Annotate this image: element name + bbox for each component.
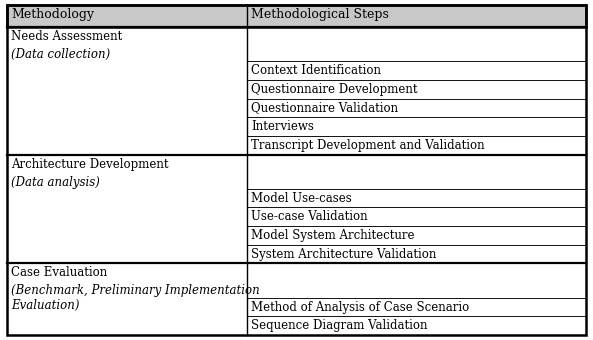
Text: Transcript Development and Validation: Transcript Development and Validation — [251, 139, 485, 152]
Bar — [247, 245, 586, 264]
Text: Methodological Steps: Methodological Steps — [251, 8, 389, 21]
Bar — [247, 298, 586, 316]
Text: System Architecture Validation: System Architecture Validation — [251, 248, 436, 261]
Text: Questionnaire Validation: Questionnaire Validation — [251, 102, 398, 115]
Bar — [247, 27, 586, 61]
Bar — [247, 117, 586, 136]
Bar — [247, 136, 586, 154]
Bar — [247, 61, 586, 80]
Text: Needs Assessment: Needs Assessment — [11, 30, 122, 43]
Text: (Data collection): (Data collection) — [11, 48, 110, 61]
Text: Architecture Development: Architecture Development — [11, 157, 168, 171]
Bar — [7, 5, 586, 27]
Text: Context Identification: Context Identification — [251, 64, 381, 77]
Bar — [247, 80, 586, 99]
Text: Model System Architecture: Model System Architecture — [251, 229, 415, 242]
Bar — [247, 226, 586, 245]
Text: Interviews: Interviews — [251, 120, 314, 133]
Text: Methodology: Methodology — [11, 8, 94, 21]
Bar — [247, 99, 586, 117]
Text: (Data analysis): (Data analysis) — [11, 175, 100, 188]
Text: Sequence Diagram Validation: Sequence Diagram Validation — [251, 319, 428, 333]
Bar — [247, 316, 586, 335]
Text: Questionnaire Development: Questionnaire Development — [251, 83, 418, 96]
Bar — [247, 189, 586, 207]
Bar — [247, 207, 586, 226]
Text: Model Use-cases: Model Use-cases — [251, 192, 352, 205]
Bar — [7, 264, 247, 335]
Text: Method of Analysis of Case Scenario: Method of Analysis of Case Scenario — [251, 301, 470, 314]
Text: Case Evaluation: Case Evaluation — [11, 267, 107, 279]
Bar — [7, 27, 247, 154]
Bar — [7, 154, 247, 264]
Text: Use-case Validation: Use-case Validation — [251, 210, 368, 223]
Text: (Benchmark, Preliminary Implementation
Evaluation): (Benchmark, Preliminary Implementation E… — [11, 284, 260, 312]
Bar — [247, 264, 586, 298]
Bar — [247, 154, 586, 189]
